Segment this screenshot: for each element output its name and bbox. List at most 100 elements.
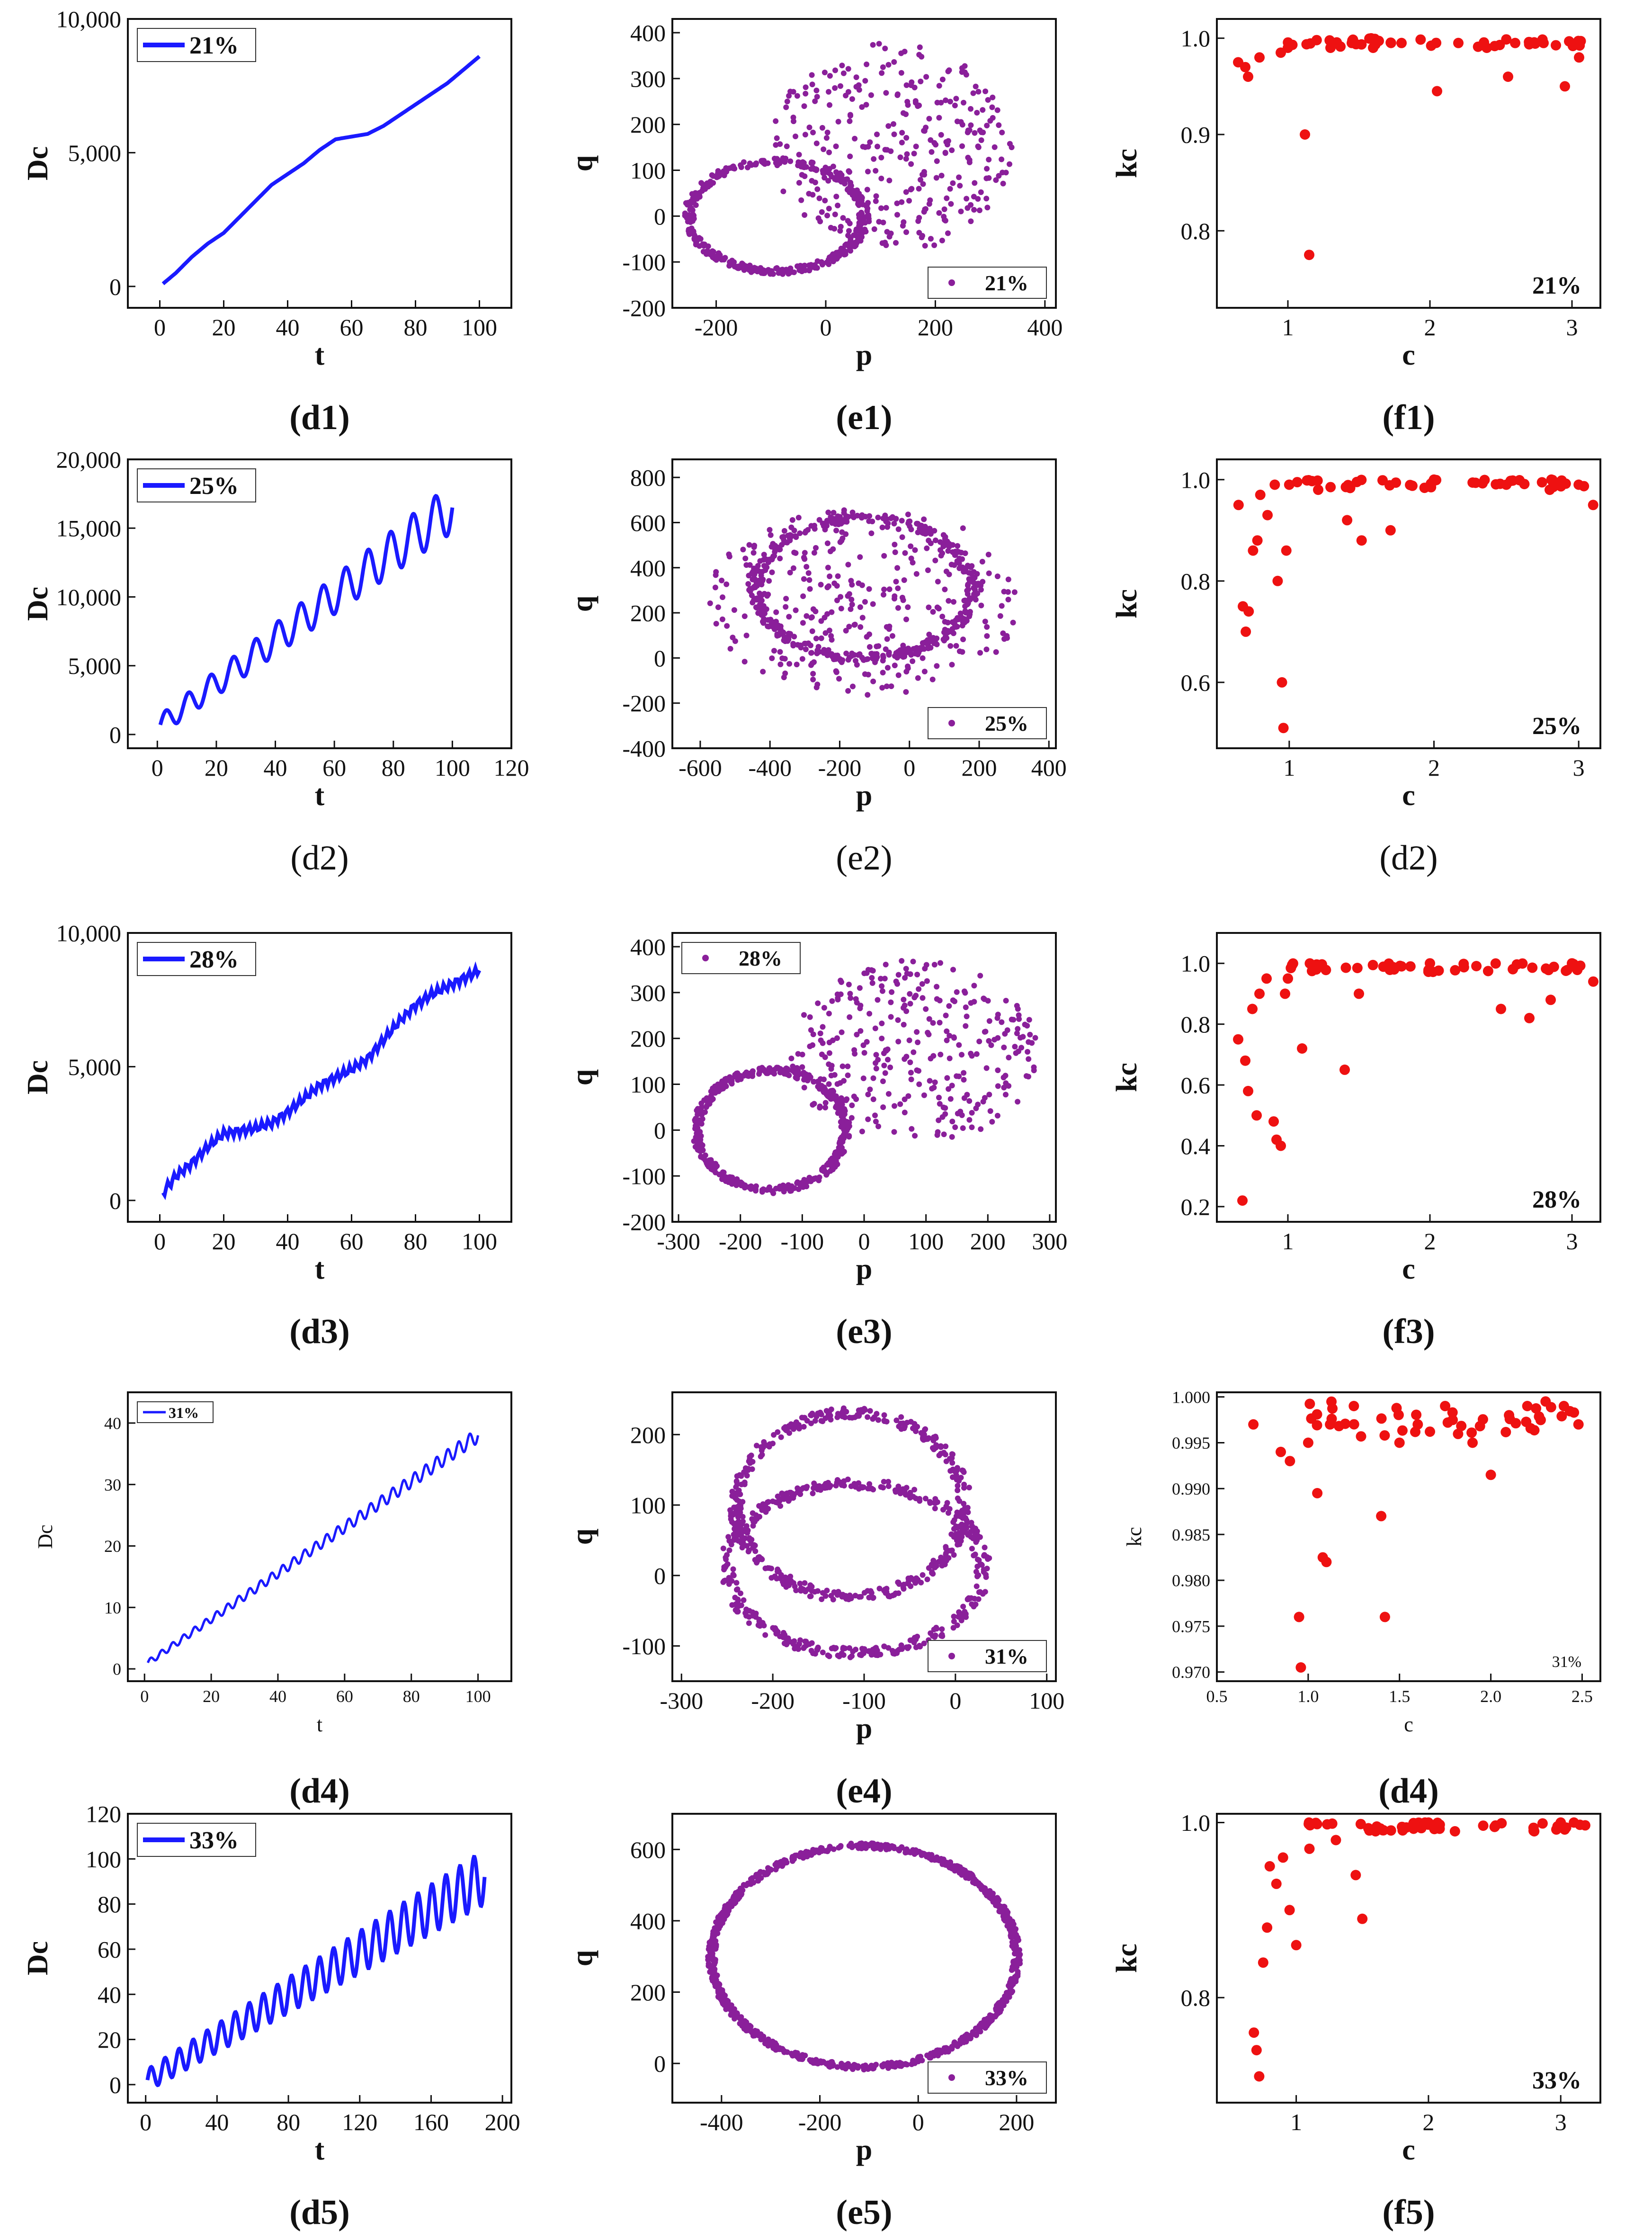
data-point	[857, 1028, 864, 1034]
data-point	[833, 1590, 839, 1596]
data-point	[911, 1487, 918, 1493]
data-point	[697, 1148, 704, 1154]
data-point	[961, 988, 967, 995]
data-point	[859, 104, 865, 110]
data-point	[907, 1001, 913, 1007]
plot-frame	[671, 1813, 1057, 2104]
data-point	[1573, 1419, 1584, 1430]
data-point	[798, 197, 804, 203]
data-point	[836, 676, 842, 682]
series-line	[161, 55, 481, 286]
data-point	[931, 1626, 937, 1632]
data-point	[1385, 37, 1396, 48]
data-point	[963, 1515, 969, 1521]
data-point	[986, 1038, 992, 1044]
data-point	[770, 1190, 777, 1196]
data-point	[952, 998, 957, 1004]
data-point	[927, 197, 933, 203]
data-point	[962, 619, 968, 626]
data-point	[994, 1015, 1000, 1021]
data-point	[710, 1955, 716, 1961]
data-point	[815, 1588, 821, 1594]
data-point	[746, 587, 752, 593]
data-point	[693, 196, 699, 201]
data-point	[916, 102, 922, 108]
data-point	[782, 1632, 788, 1638]
x-tick-label: 0	[820, 314, 832, 340]
data-point	[943, 568, 949, 574]
data-point	[1419, 483, 1430, 493]
data-point	[1411, 1409, 1422, 1420]
data-point	[949, 1134, 955, 1140]
data-point	[744, 1472, 750, 1478]
data-point	[758, 1556, 764, 1562]
y-axis-label: kc	[1123, 1527, 1146, 1547]
data-point	[1258, 1957, 1268, 1968]
data-point	[910, 1425, 916, 1432]
data-point	[910, 1847, 916, 1853]
data-point	[802, 640, 808, 646]
data-point	[975, 89, 982, 95]
data-point	[860, 143, 866, 150]
data-point	[945, 230, 951, 236]
data-point	[864, 187, 870, 193]
data-point	[1489, 41, 1500, 52]
data-point	[894, 565, 901, 571]
data-point	[737, 1472, 743, 1478]
data-point	[867, 1408, 873, 1414]
data-point	[947, 2046, 953, 2052]
data-point	[831, 226, 838, 232]
data-point	[867, 1588, 874, 1594]
data-point	[1003, 998, 1009, 1004]
data-point	[895, 1039, 902, 1045]
data-point	[996, 122, 1002, 128]
data-point	[849, 1844, 855, 1850]
panel-caption: (f3)	[1382, 1312, 1435, 1351]
data-point	[1343, 480, 1354, 491]
data-point	[943, 139, 949, 145]
data-point	[879, 988, 885, 994]
x-tick-label: 0	[154, 314, 166, 340]
data-point	[880, 64, 886, 70]
data-point	[956, 648, 963, 654]
data-point	[730, 1489, 736, 1496]
data-point	[939, 237, 945, 243]
data-point	[999, 603, 1005, 609]
data-point	[928, 2055, 934, 2061]
data-point	[886, 649, 892, 655]
data-point	[982, 618, 988, 625]
data-point	[826, 206, 832, 212]
data-point	[812, 2058, 818, 2064]
data-point	[842, 2066, 848, 2072]
data-point	[1524, 1012, 1535, 1023]
data-point	[1325, 482, 1336, 493]
data-point	[839, 1029, 845, 1035]
data-point	[942, 150, 948, 156]
data-point	[1478, 1820, 1489, 1831]
data-point	[1272, 575, 1283, 586]
data-point	[840, 250, 846, 256]
x-axis-label: t	[315, 1253, 325, 1285]
legend-label: 21%	[189, 32, 239, 59]
data-point	[966, 1117, 973, 1123]
data-point	[859, 582, 865, 588]
data-point	[974, 1557, 981, 1562]
y-tick-label: 0.8	[1181, 1985, 1211, 2011]
data-point	[774, 135, 780, 141]
data-point	[848, 578, 854, 584]
data-point	[707, 1947, 713, 1953]
data-point	[707, 600, 713, 606]
chart-f3: 1 2 3 0.2 0.4 0.6 0.8 1.0 c kc 28% (f3)	[1108, 914, 1619, 1359]
data-point	[1440, 1401, 1451, 1411]
data-point	[1379, 1612, 1390, 1622]
data-point	[1453, 1428, 1464, 1439]
data-point	[893, 1590, 899, 1596]
data-point	[880, 1485, 886, 1491]
y-tick-label: 40	[104, 1414, 121, 1433]
data-point	[753, 160, 759, 166]
data-point	[712, 584, 718, 591]
data-point	[908, 556, 914, 562]
data-point	[750, 1071, 755, 1077]
